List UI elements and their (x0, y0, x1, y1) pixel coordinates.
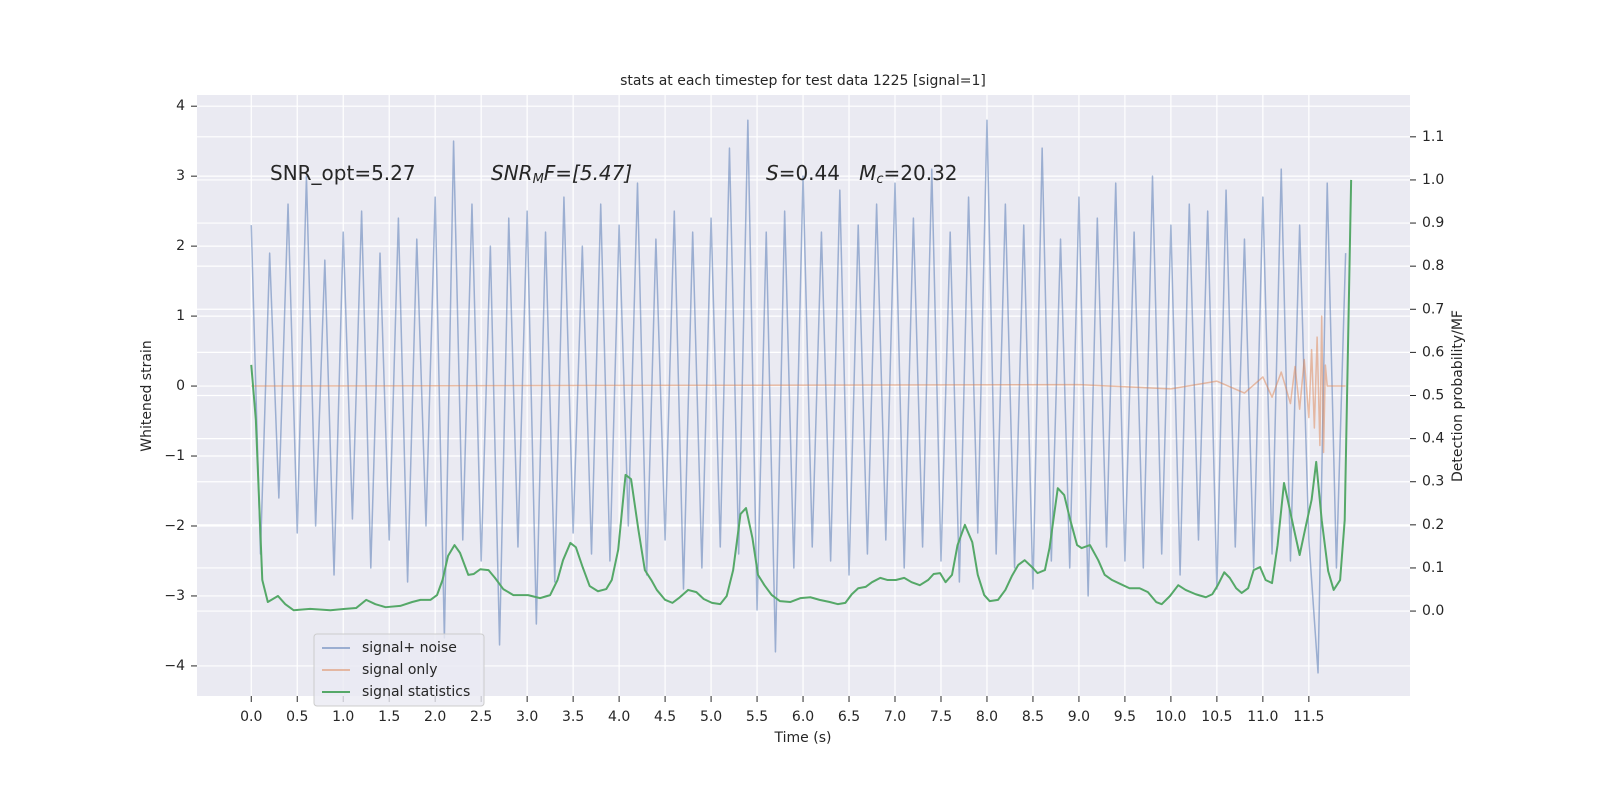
series-layer (250, 119, 1353, 674)
x-tick-label: 7.0 (884, 709, 906, 725)
legend-label: signal statistics (362, 684, 470, 700)
y2-tick-label: 0.1 (1422, 560, 1444, 576)
y-tick-label: −1 (164, 448, 185, 464)
x-tick-label: 3.5 (562, 709, 584, 725)
annotation-part: =20.32 (884, 161, 958, 185)
y-tick-label: 2 (176, 238, 185, 254)
x-tick-label: 8.5 (1022, 709, 1044, 725)
y2-tick-label: 0.5 (1422, 388, 1444, 404)
x-tick-label: 11.0 (1247, 709, 1278, 725)
y-tick-label: −4 (164, 658, 185, 674)
x-tick-label: 0.5 (286, 709, 308, 725)
x-axis-label: Time (s) (774, 730, 832, 746)
y2-tick-label: 1.1 (1422, 129, 1444, 145)
x-tick-label: 9.0 (1068, 709, 1090, 725)
x-tick-label: 5.5 (746, 709, 768, 725)
legend: signal+ noise signal only signal statistic… (313, 633, 485, 707)
x-tick-label: 8.0 (976, 709, 998, 725)
x-tick-label: 0.0 (240, 709, 262, 725)
x-tick-label: 10.0 (1155, 709, 1186, 725)
x-tick-label: 5.0 (700, 709, 722, 725)
series-line (251, 315, 1346, 454)
annotation: SNRMF=[5.47] (491, 161, 632, 187)
annotation-part: F=[5.47] (544, 161, 632, 185)
y2-tick-label: 0.2 (1422, 517, 1444, 533)
annotation-part: M (859, 161, 876, 185)
y2-tick-label: 0.9 (1422, 215, 1444, 231)
y-tick-label: 4 (176, 98, 185, 114)
annotation-part: =0.44 (779, 161, 859, 185)
y-axis-label: Whitened strain (139, 340, 155, 451)
y-tick-label: 0 (176, 378, 185, 394)
y2-tick-label: 0.3 (1422, 474, 1444, 490)
x-tick-label: 4.0 (608, 709, 630, 725)
y-tick-label: −3 (164, 588, 185, 604)
axes: 0.0 0.5 1.0 1.5 2.0 2.5 3.0 3.5 4.0 4.5 5.0 5.5 6.0 6… (164, 98, 1444, 725)
legend-label: signal+ noise (362, 640, 457, 656)
x-tick-label: 7.5 (930, 709, 952, 725)
annotation: SNR_opt=5.27 (270, 161, 416, 185)
y-tick-label: −2 (164, 518, 185, 534)
y-tick-label: 3 (176, 168, 185, 184)
chart-title: stats at each timestep for test data 122… (620, 73, 986, 89)
legend-box (313, 633, 485, 707)
y2-tick-label: 0.6 (1422, 344, 1444, 360)
y2-tick-label: 0.0 (1422, 603, 1444, 619)
x-tick-label: 4.5 (654, 709, 676, 725)
x-tick-label: 1.5 (378, 709, 400, 725)
y-tick-label: 1 (176, 308, 185, 324)
x-tick-label: 3.0 (516, 709, 538, 725)
annotation-part: S (766, 161, 779, 185)
x-tick-label: 9.5 (1114, 709, 1136, 725)
annotation-part: M (533, 172, 544, 187)
y2-axis-label: Detection probability/MF (1450, 310, 1466, 482)
annotation: S=0.44 Mc=20.32 (766, 161, 958, 187)
x-tick-label: 2.0 (424, 709, 446, 725)
x-tick-label: 2.5 (470, 709, 492, 725)
series-line (250, 119, 1347, 674)
x-tick-label: 10.5 (1201, 709, 1232, 725)
legend-label: signal only (362, 662, 437, 678)
y2-tick-label: 0.7 (1422, 301, 1444, 317)
annotation-part: c (876, 172, 883, 187)
grid (197, 95, 1410, 696)
x-tick-label: 6.5 (838, 709, 860, 725)
y2-tick-label: 0.4 (1422, 431, 1444, 447)
annotation-part: SNR_opt=5.27 (270, 161, 416, 185)
y2-tick-label: 1.0 (1422, 172, 1444, 188)
series-line (250, 179, 1353, 612)
annotation-part: SNR (491, 161, 533, 185)
x-tick-label: 6.0 (792, 709, 814, 725)
x-tick-label: 1.0 (332, 709, 354, 725)
x-tick-label: 11.5 (1293, 709, 1324, 725)
y2-tick-label: 0.8 (1422, 258, 1444, 274)
